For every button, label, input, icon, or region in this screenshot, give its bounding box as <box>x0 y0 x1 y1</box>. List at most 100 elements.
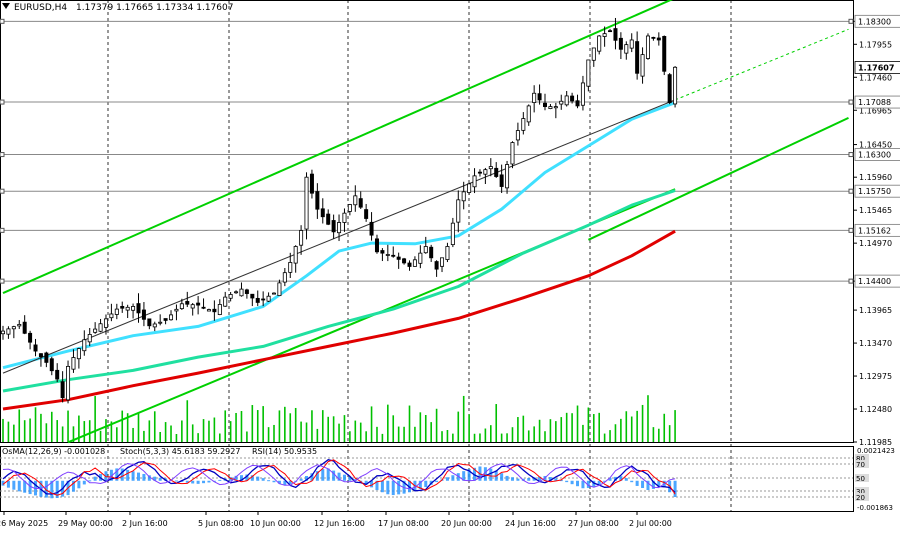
candle-body <box>570 95 575 102</box>
candle-body <box>347 204 352 212</box>
osma-bar <box>635 480 639 486</box>
candle-body <box>136 303 141 314</box>
candle-body <box>11 326 16 330</box>
osma-bar <box>462 471 466 481</box>
candle-body <box>342 212 347 223</box>
price-level-handle[interactable] <box>848 18 854 24</box>
candle-body <box>461 191 466 202</box>
price-level-handle[interactable] <box>848 278 854 284</box>
osma-bar <box>451 475 455 481</box>
x-axis-tick-label: 12 Jun 16:00 <box>314 519 365 528</box>
candle-body <box>532 92 537 103</box>
osma-bar <box>510 477 514 481</box>
stochastic-signal-line <box>2 459 676 496</box>
x-axis-tick-label: 26 May 2025 <box>0 519 48 528</box>
candle-body <box>304 176 309 230</box>
osma-bar <box>28 480 32 495</box>
osma-bar <box>261 478 265 481</box>
oscillator-level-box <box>855 493 869 501</box>
osma-bar <box>337 472 341 481</box>
candle-body <box>537 93 542 101</box>
osma-bar <box>288 480 292 485</box>
candle-body <box>515 130 520 141</box>
candle-body <box>103 318 108 328</box>
candle-body <box>488 166 493 170</box>
osma-bar <box>174 480 178 482</box>
y-axis-tick-label: 1.16965 <box>859 106 892 115</box>
y-axis-tick-label: 1.12480 <box>859 405 892 414</box>
candle-body <box>44 352 49 363</box>
candle-body <box>385 254 390 256</box>
candle-body <box>120 305 125 309</box>
stoch-readout: Stoch(5,3,3) 45.6183 59.2927 <box>120 447 240 456</box>
osma-bar <box>603 480 607 482</box>
price-level-handle[interactable] <box>0 278 5 284</box>
candle-body <box>645 35 650 59</box>
price-level-handle[interactable] <box>0 152 5 158</box>
y-axis-tick-label: 1.17460 <box>859 73 892 82</box>
candle-body <box>152 323 157 328</box>
y-axis-tick-label: 1.16450 <box>859 141 892 150</box>
candle-body <box>6 328 11 335</box>
osma-bar <box>202 480 206 484</box>
candle-body <box>374 238 379 253</box>
osma-bar <box>630 480 634 483</box>
y-axis-tick-label: 1.15960 <box>859 173 892 182</box>
osma-bar <box>641 480 645 488</box>
candle-body <box>60 381 65 399</box>
oscillator-level-box <box>855 474 869 482</box>
candle-body <box>380 250 385 254</box>
osma-axis-max-label: 0.0021423 <box>857 447 895 455</box>
candle-body <box>261 298 266 301</box>
osma-bar <box>456 473 460 481</box>
price-level-handle[interactable] <box>848 152 854 158</box>
candle-body <box>228 294 233 299</box>
candle-body <box>418 252 423 264</box>
candle-body <box>217 304 222 315</box>
candle-body <box>239 288 244 297</box>
y-axis-tick-label: 1.12975 <box>859 372 892 381</box>
candle-body <box>190 304 195 309</box>
osma-bar <box>538 476 542 481</box>
candle-body <box>196 302 201 306</box>
candle-body <box>445 246 450 260</box>
candle-body <box>299 230 304 246</box>
x-axis-tick-label: 29 May 00:00 <box>58 519 113 528</box>
candle-body <box>288 262 293 273</box>
candle-body <box>315 191 320 210</box>
candle-body <box>282 272 287 283</box>
symbol-label: EURUSD,H4 <box>14 3 67 13</box>
candle-body <box>87 334 92 343</box>
osma-bar <box>348 476 352 481</box>
candle-body <box>33 344 38 352</box>
candle-body <box>223 296 228 307</box>
candle-body <box>93 328 98 333</box>
osma-bar <box>657 480 661 487</box>
candle-body <box>477 171 482 174</box>
candle-body <box>141 309 146 320</box>
price-level-label: 1.16300 <box>858 151 891 160</box>
candle-body <box>559 100 564 105</box>
price-level-handle[interactable] <box>0 188 5 194</box>
osma-bar <box>245 474 249 481</box>
symbol-dropdown-icon[interactable] <box>2 3 10 9</box>
price-level-handle[interactable] <box>0 227 5 233</box>
price-level-handle[interactable] <box>0 18 5 24</box>
price-level-handle[interactable] <box>848 188 854 194</box>
candle-body <box>337 222 342 234</box>
candle-body <box>66 365 71 401</box>
candle-body <box>440 257 445 267</box>
price-level-label: 1.17088 <box>858 98 891 107</box>
candle-body <box>293 246 298 264</box>
price-level-handle[interactable] <box>848 227 854 233</box>
osma-bar <box>586 480 590 488</box>
osma-bar <box>435 480 439 483</box>
candle-body <box>521 118 526 131</box>
candle-body <box>22 321 27 334</box>
candle-body <box>396 256 401 260</box>
price-level-handle[interactable] <box>848 99 854 105</box>
osma-bar <box>104 471 108 481</box>
candle-body <box>543 102 548 107</box>
price-level-handle[interactable] <box>0 99 5 105</box>
y-axis-tick-label: 1.14970 <box>859 239 892 248</box>
